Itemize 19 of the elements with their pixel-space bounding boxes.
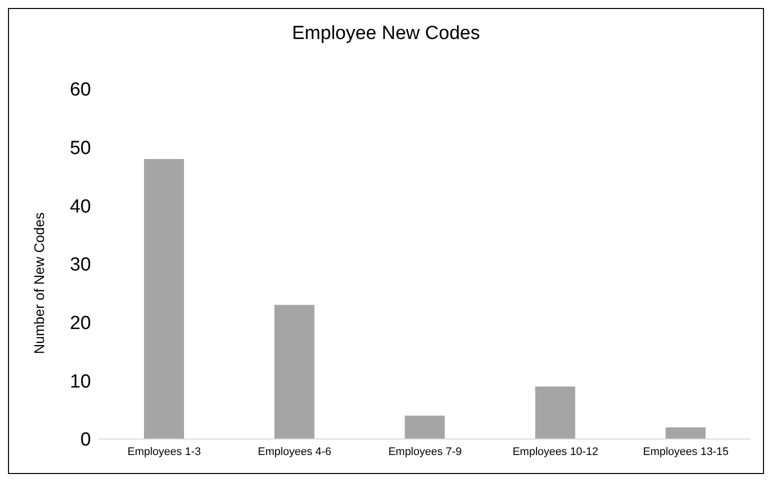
bar [274,304,314,439]
y-tick-label: 30 [70,254,91,276]
y-tick-label: 40 [70,196,91,218]
bar [144,159,184,439]
y-tick-label: 10 [70,371,91,392]
y-tick-label: 50 [70,138,91,160]
bar [535,386,576,439]
x-tick-label: Employees 4-6 [258,446,332,458]
bar [404,416,445,439]
x-tick-label: Employees 13-15 [642,446,729,458]
x-tick-label: Employees 10-12 [512,446,598,458]
chart-title: Employee New Codes [291,23,481,45]
y-tick-label: 60 [70,80,91,101]
bar [666,427,706,439]
y-tick-label: 0 [80,430,91,451]
y-axis-title: Number of New Codes [30,212,47,354]
x-tick-label: Employees 7-9 [388,446,462,458]
y-tick-label: 20 [70,313,91,334]
x-tick-label: Employees 1-3 [128,446,201,458]
